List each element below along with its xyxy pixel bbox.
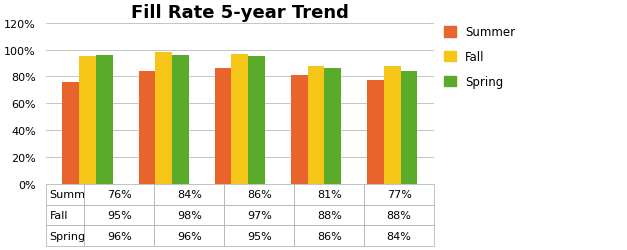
Legend: Summer, Fall, Spring: Summer, Fall, Spring bbox=[444, 26, 515, 89]
Bar bbox=[324, 69, 341, 184]
Bar bbox=[401, 72, 418, 184]
Title: Fill Rate 5-year Trend: Fill Rate 5-year Trend bbox=[131, 4, 349, 22]
Bar bbox=[63, 82, 79, 184]
Bar bbox=[96, 56, 113, 184]
Bar bbox=[384, 66, 401, 184]
Bar bbox=[214, 69, 231, 184]
Bar bbox=[155, 53, 172, 184]
Bar bbox=[231, 54, 248, 184]
Bar bbox=[139, 72, 155, 184]
Bar bbox=[79, 57, 96, 184]
Bar bbox=[308, 66, 324, 184]
Bar bbox=[248, 57, 265, 184]
Bar bbox=[291, 76, 308, 184]
Bar bbox=[172, 56, 189, 184]
Bar bbox=[367, 81, 384, 184]
